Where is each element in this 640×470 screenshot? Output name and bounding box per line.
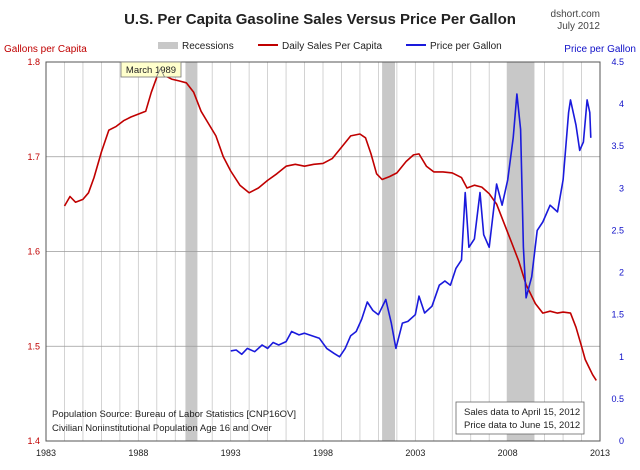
ytick-right-4: 2 bbox=[619, 268, 624, 278]
grid-layer bbox=[46, 62, 600, 441]
legend-recession-swatch bbox=[158, 42, 178, 49]
xtick-6: 2013 bbox=[590, 448, 610, 458]
ytick-left-3: 1.7 bbox=[27, 152, 40, 162]
xtick-2: 1993 bbox=[221, 448, 241, 458]
ytick-left-1: 1.5 bbox=[27, 341, 40, 351]
ytick-right-2: 1 bbox=[619, 352, 624, 362]
ytick-left-4: 1.8 bbox=[27, 57, 40, 67]
legend-sales: Daily Sales Per Capita bbox=[282, 41, 382, 52]
series-layer bbox=[63, 68, 597, 381]
legend-price: Price per Gallon bbox=[430, 41, 502, 52]
plot-frame bbox=[45, 61, 601, 442]
sales-line bbox=[63, 68, 597, 381]
annotation-box bbox=[120, 61, 182, 78]
y-axis-label-right: Price per Gallon bbox=[564, 44, 636, 55]
ytick-right-3: 1.5 bbox=[611, 310, 624, 320]
legend-recessions: Recessions bbox=[182, 41, 234, 52]
ytick-right-9: 4.5 bbox=[611, 57, 624, 67]
xtick-3: 1998 bbox=[313, 448, 333, 458]
ytick-right-8: 4 bbox=[619, 99, 624, 109]
price-line bbox=[230, 93, 592, 358]
source-date: July 2012 bbox=[557, 21, 600, 32]
xtick-0: 1983 bbox=[36, 448, 56, 458]
ytick-left-0: 1.4 bbox=[27, 436, 40, 446]
note-source-line2: Civilian Noninstitutional Population Age… bbox=[52, 423, 272, 434]
ytick-right-0: 0 bbox=[619, 436, 624, 446]
ticks-layer: 1.4 1.5 1.6 1.7 1.8 0 0.5 1 1.5 2 2.5 3 3.5 4 4.5 1983 1… bbox=[27, 57, 624, 458]
note-price-through: Price data to June 15, 2012 bbox=[464, 420, 580, 431]
ytick-right-7: 3.5 bbox=[611, 141, 624, 151]
note-box bbox=[455, 401, 585, 435]
ytick-left-2: 1.6 bbox=[27, 247, 40, 257]
annotation-label: March 1989 bbox=[126, 65, 176, 76]
chart-title: U.S. Per Capita Gasoline Sales Versus Pr… bbox=[124, 11, 516, 28]
ytick-right-1: 0.5 bbox=[611, 394, 624, 404]
annotation-pointer bbox=[155, 67, 166, 78]
ytick-right-5: 2.5 bbox=[611, 225, 624, 235]
note-source-line1: Population Source: Bureau of Labor Stati… bbox=[52, 409, 296, 420]
y-axis-label-left: Gallons per Capita bbox=[4, 44, 87, 55]
note-sales-through: Sales data to April 15, 2012 bbox=[464, 407, 580, 418]
source-label: dshort.com bbox=[551, 9, 600, 20]
ytick-right-6: 3 bbox=[619, 183, 624, 193]
xtick-4: 2003 bbox=[405, 448, 425, 458]
xtick-5: 2008 bbox=[498, 448, 518, 458]
xtick-1: 1988 bbox=[128, 448, 148, 458]
